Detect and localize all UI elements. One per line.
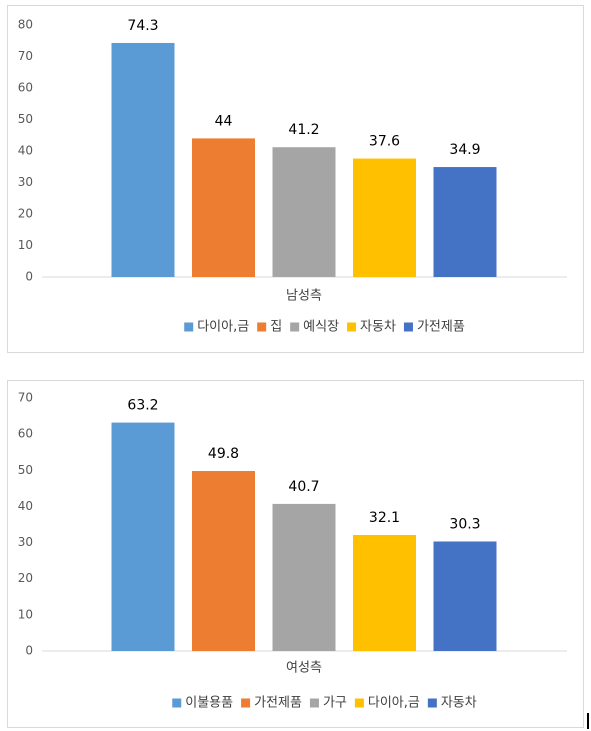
data-label: 32.1 [369, 510, 400, 526]
y-tick-label: 0 [25, 644, 33, 658]
y-tick-label: 50 [18, 112, 33, 126]
bar [353, 534, 416, 651]
legend-marker [427, 698, 437, 708]
data-label: 74.3 [127, 18, 158, 34]
legend-marker [184, 322, 194, 332]
y-tick-label: 0 [25, 270, 33, 284]
y-tick-label: 70 [18, 49, 33, 63]
data-label: 49.8 [208, 446, 239, 462]
legend-marker [309, 698, 319, 708]
bar [433, 541, 497, 651]
y-tick-label: 30 [18, 535, 33, 549]
bar [111, 422, 175, 651]
bar [272, 503, 336, 651]
legend-label: 집 [270, 320, 282, 335]
y-tick-label: 60 [18, 427, 33, 441]
y-tick-label: 10 [18, 607, 33, 621]
legend-marker [354, 698, 364, 708]
cursor [587, 713, 589, 729]
data-label: 37.6 [369, 134, 400, 150]
legend-marker [347, 322, 357, 332]
category-label: 남성측 [286, 289, 322, 304]
y-tick-label: 40 [18, 499, 33, 513]
bar [272, 147, 336, 277]
y-tick-label: 10 [18, 238, 33, 252]
data-label: 44 [215, 113, 233, 129]
y-tick-label: 50 [18, 463, 33, 477]
bar [353, 158, 416, 277]
y-tick-label: 70 [18, 391, 33, 405]
legend-marker [257, 322, 267, 332]
legend-label: 이불용품 [185, 696, 233, 711]
legend-marker [290, 322, 300, 332]
legend-label: 예식장 [303, 320, 339, 335]
bar [111, 42, 175, 277]
data-label: 40.7 [288, 479, 319, 495]
legend-label: 가구 [323, 696, 347, 711]
legend-marker [172, 698, 182, 708]
legend-label: 다이아,금 [197, 320, 249, 335]
data-label: 63.2 [127, 398, 158, 414]
y-tick-label: 80 [18, 18, 33, 32]
legend-label: 다이아,금 [368, 696, 420, 711]
data-label: 34.9 [449, 142, 480, 158]
y-tick-label: 20 [18, 207, 33, 221]
legend-label: 자동차 [441, 696, 477, 711]
bar [192, 471, 255, 651]
data-label: 30.3 [449, 516, 480, 532]
y-tick-label: 40 [18, 144, 33, 158]
data-label: 41.2 [288, 122, 319, 138]
legend-marker [241, 698, 251, 708]
legend-label: 자동차 [360, 320, 396, 335]
category-label: 여성측 [286, 661, 322, 676]
legend-label: 가전제품 [254, 696, 302, 711]
y-tick-label: 20 [18, 571, 33, 585]
bar [433, 167, 497, 277]
y-tick-label: 30 [18, 175, 33, 189]
y-tick-label: 60 [18, 81, 33, 95]
legend-marker [403, 322, 413, 332]
legend-label: 가전제품 [417, 320, 465, 335]
bar [192, 138, 255, 277]
